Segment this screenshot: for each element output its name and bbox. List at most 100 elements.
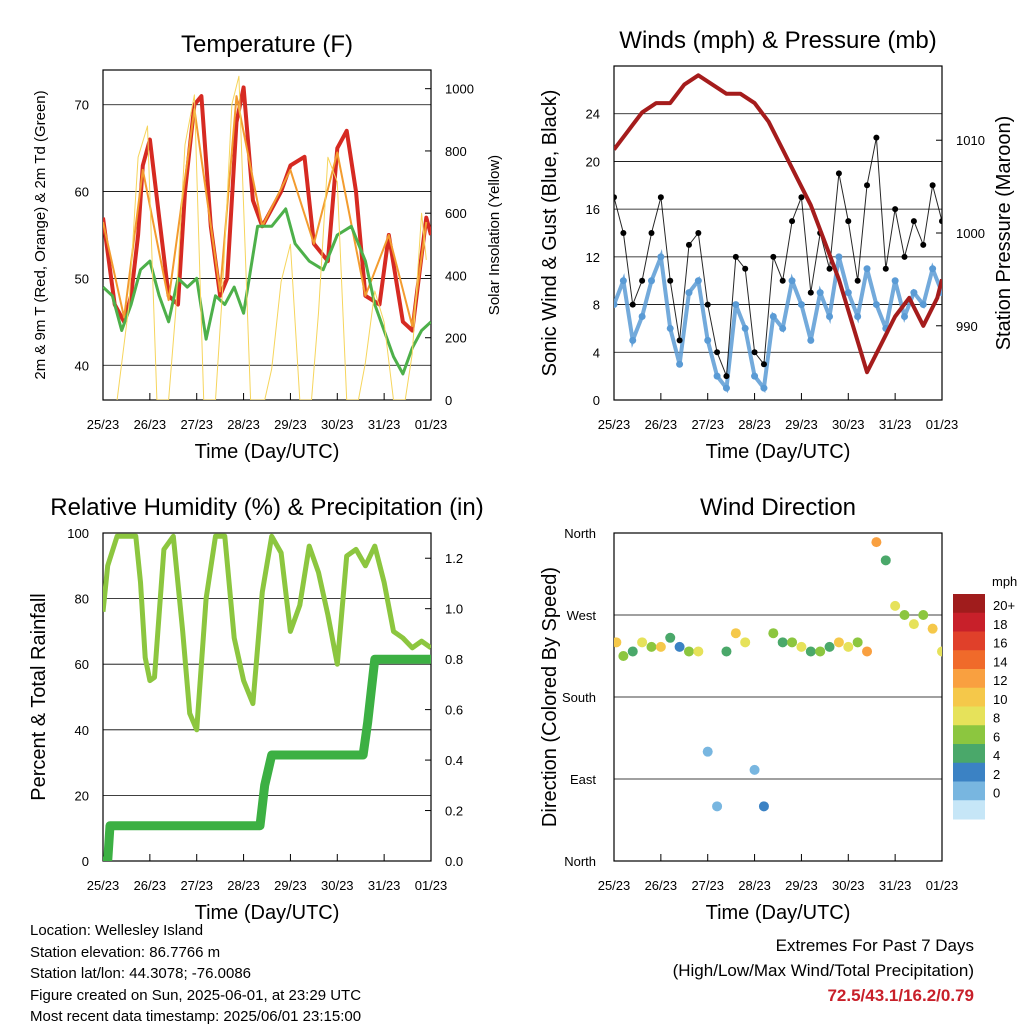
humidity-xtick-label: 25/23 [87,878,120,893]
direction-xtick-label: 26/23 [645,878,678,893]
series-total-precipitation [103,654,431,861]
humidity-rtick-label: 0.6 [445,703,463,718]
latlon-text: Station lat/lon: 44.3078; -76.0086 [30,965,252,982]
winds-rtick-label: 990 [956,319,978,334]
winds-ytick-label: 4 [593,345,600,360]
humidity-rtick-label: 0.2 [445,804,463,819]
colorbar-swatch [953,800,985,820]
winds-ytick-label: 16 [586,202,600,217]
temperature-rtick-label: 1000 [445,82,474,97]
humidity-xtick-label: 30/23 [321,878,354,893]
direction-point [843,641,854,652]
direction-point [927,623,938,634]
temperature-ytick-label: 70 [75,98,89,113]
series-station-pressure [614,73,942,375]
humidity-ytick-label: 20 [75,788,89,803]
direction-point [777,637,788,648]
direction-point [655,641,666,652]
humidity-panel [102,532,432,862]
series-2m-td [103,207,431,376]
direction-point [721,646,732,657]
temperature-xtick-label: 28/23 [227,417,260,432]
latest-timestamp-text: Most recent data timestamp: 2025/06/01 2… [30,1008,362,1025]
colorbar-label: 12 [993,673,1007,688]
colorbar-swatch [953,781,985,801]
humidity-rtick-label: 0.8 [445,652,463,667]
elevation-text: Station elevation: 86.7766 m [30,943,221,961]
colorbar-swatch [953,744,985,764]
direction-point [880,555,891,566]
direction-point [627,646,638,657]
extremes-title: Extremes For Past 7 Days [775,936,974,955]
humidity-title: Relative Humidity (%) & Precipitation (i… [50,494,483,521]
direction-point [712,801,723,812]
winds-ytick-label: 12 [586,250,600,265]
direction-ylabel: Direction (Colored By Speed) [539,567,561,827]
temperature-rtick-label: 400 [445,268,467,283]
winds-xlabel: Time (Day/UTC) [706,441,851,463]
winds-panel [613,65,943,401]
winds-ylabel-right: Station Pressure (Maroon) [993,116,1015,351]
colorbar-label: 10 [993,692,1007,707]
winds-ytick-label: 0 [593,393,600,408]
colorbar-label: 2 [993,767,1000,782]
humidity-rtick-label: 0.4 [445,753,463,768]
winds-xtick-label: 30/23 [832,417,865,432]
direction-xtick-label: 30/23 [832,878,865,893]
humidity-xlabel: Time (Day/UTC) [195,902,340,924]
winds-title: Winds (mph) & Pressure (mb) [619,27,936,54]
winds-rtick-label: 1010 [956,133,985,148]
winds-xtick-label: 25/23 [598,417,631,432]
direction-point [937,646,942,657]
direction-ytick-label: East [570,772,596,787]
direction-point [646,641,657,652]
humidity-rtick-label: 1.0 [445,602,463,617]
temperature-xtick-label: 25/23 [87,417,120,432]
winds-rtick-label: 1000 [956,226,985,241]
direction-ytick-label: North [564,526,596,541]
direction-point [758,801,769,812]
humidity-ytick-label: 0 [82,854,89,869]
colorbar-swatch [953,612,985,632]
humidity-xtick-label: 01/23 [415,878,448,893]
direction-point [730,628,741,639]
winds-xtick-label: 31/23 [879,417,912,432]
winds-frame [613,65,943,401]
humidity-ytick-label: 40 [75,723,89,738]
temperature-xtick-label: 30/23 [321,417,354,432]
series-2m-t [103,85,431,333]
direction-point [618,651,629,661]
direction-point [796,641,807,652]
created-text: Figure created on Sun, 2025-06-01, at 23… [30,986,362,1004]
direction-xtick-label: 25/23 [598,878,631,893]
colorbar-label: 6 [993,729,1000,744]
series-solar-insolation [116,75,427,400]
temperature-rtick-label: 800 [445,144,467,159]
humidity-xtick-label: 31/23 [368,878,401,893]
direction-point [637,637,648,648]
temperature-rtick-label: 200 [445,331,467,346]
location-text: Location: Wellesley Island [30,922,204,939]
winds-xtick-label: 28/23 [738,417,771,432]
direction-panel [613,532,985,862]
colorbar-swatch [953,631,985,651]
temperature-frame [102,69,432,401]
direction-point [852,637,863,648]
direction-ytick-label: North [564,854,596,869]
temperature-title: Temperature (F) [181,31,353,58]
winds-xtick-label: 26/23 [645,417,678,432]
colorbar-swatch [953,687,985,707]
wind-trace [614,248,942,394]
direction-point [871,537,882,548]
colorbar-swatch [953,725,985,745]
direction-point [787,637,798,648]
temperature-xtick-label: 01/23 [415,417,448,432]
humidity-xtick-label: 28/23 [227,878,260,893]
direction-point [683,646,694,657]
direction-point [665,632,676,643]
temperature-ytick-label: 40 [75,358,89,373]
direction-point [768,628,779,639]
temperature-xtick-label: 31/23 [368,417,401,432]
colorbar-swatch [953,762,985,782]
